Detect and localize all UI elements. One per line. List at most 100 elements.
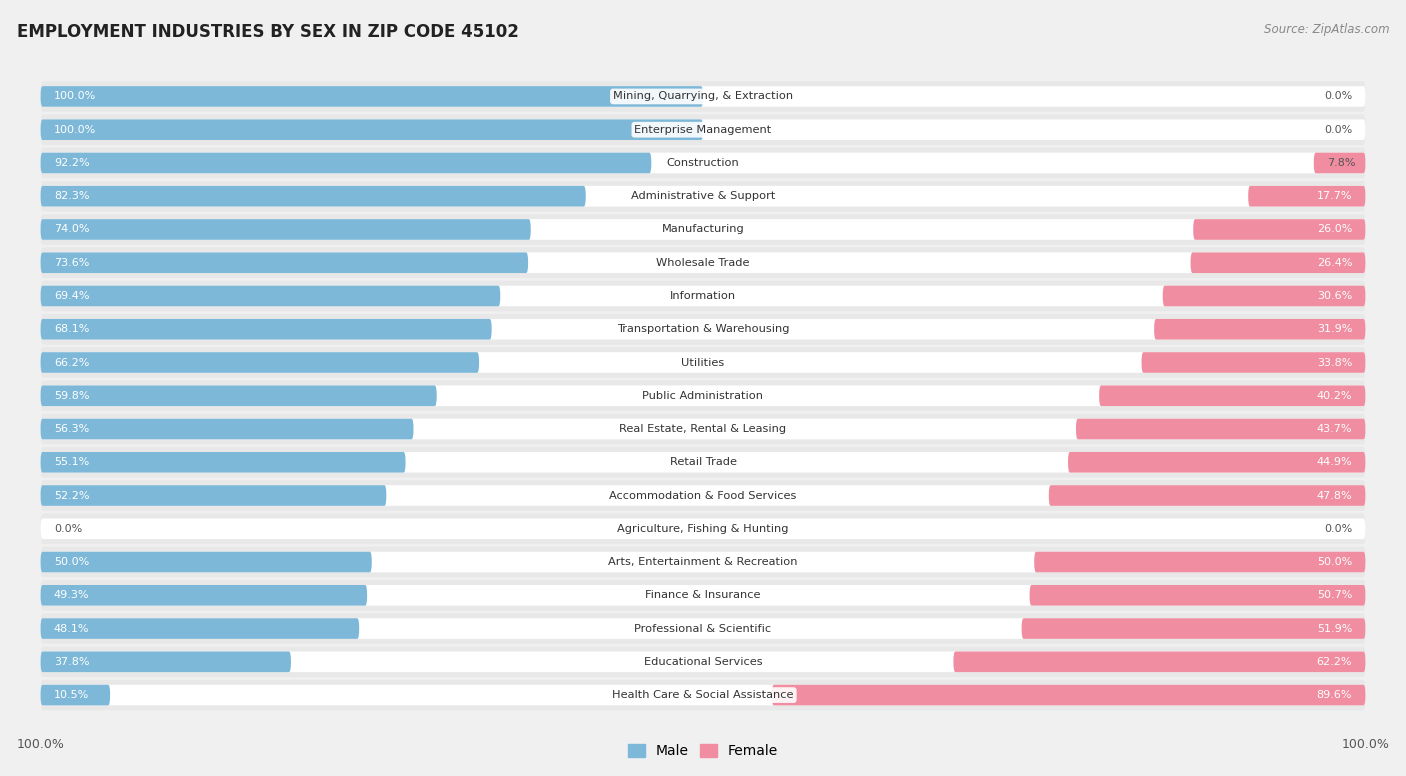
Text: 50.0%: 50.0% (1317, 557, 1353, 567)
FancyBboxPatch shape (41, 618, 1365, 639)
FancyBboxPatch shape (41, 552, 1365, 573)
Text: Mining, Quarrying, & Extraction: Mining, Quarrying, & Extraction (613, 92, 793, 102)
FancyBboxPatch shape (41, 447, 1365, 477)
Text: Finance & Insurance: Finance & Insurance (645, 591, 761, 601)
Text: 50.0%: 50.0% (53, 557, 89, 567)
FancyBboxPatch shape (41, 680, 1365, 710)
FancyBboxPatch shape (41, 684, 1365, 705)
Text: 40.2%: 40.2% (1316, 391, 1353, 400)
Text: 51.9%: 51.9% (1317, 624, 1353, 633)
FancyBboxPatch shape (41, 652, 291, 672)
Text: Professional & Scientific: Professional & Scientific (634, 624, 772, 633)
FancyBboxPatch shape (1049, 485, 1365, 506)
FancyBboxPatch shape (1142, 352, 1365, 372)
FancyBboxPatch shape (1154, 319, 1365, 340)
FancyBboxPatch shape (41, 684, 110, 705)
FancyBboxPatch shape (41, 646, 1365, 677)
FancyBboxPatch shape (41, 252, 529, 273)
FancyBboxPatch shape (772, 684, 1365, 705)
FancyBboxPatch shape (41, 386, 1365, 406)
FancyBboxPatch shape (41, 147, 1365, 178)
Text: 7.8%: 7.8% (1327, 158, 1355, 168)
FancyBboxPatch shape (41, 485, 387, 506)
FancyBboxPatch shape (41, 618, 359, 639)
FancyBboxPatch shape (41, 314, 1365, 345)
Text: 48.1%: 48.1% (53, 624, 90, 633)
FancyBboxPatch shape (41, 153, 1365, 173)
FancyBboxPatch shape (1076, 419, 1365, 439)
Text: Accommodation & Food Services: Accommodation & Food Services (609, 490, 797, 501)
Text: 10.5%: 10.5% (53, 690, 89, 700)
Text: 73.6%: 73.6% (53, 258, 89, 268)
FancyBboxPatch shape (41, 414, 1365, 445)
FancyBboxPatch shape (41, 514, 1365, 544)
FancyBboxPatch shape (41, 219, 1365, 240)
Text: EMPLOYMENT INDUSTRIES BY SEX IN ZIP CODE 45102: EMPLOYMENT INDUSTRIES BY SEX IN ZIP CODE… (17, 23, 519, 41)
Text: 50.7%: 50.7% (1317, 591, 1353, 601)
FancyBboxPatch shape (41, 120, 703, 140)
Text: 0.0%: 0.0% (1324, 92, 1353, 102)
Text: Educational Services: Educational Services (644, 656, 762, 667)
FancyBboxPatch shape (1194, 219, 1365, 240)
FancyBboxPatch shape (41, 485, 1365, 506)
Text: 68.1%: 68.1% (53, 324, 89, 334)
FancyBboxPatch shape (41, 452, 1365, 473)
FancyBboxPatch shape (41, 419, 1365, 439)
FancyBboxPatch shape (41, 319, 1365, 340)
Text: Public Administration: Public Administration (643, 391, 763, 400)
Text: 52.2%: 52.2% (53, 490, 90, 501)
FancyBboxPatch shape (41, 352, 479, 372)
FancyBboxPatch shape (41, 352, 1365, 372)
Text: 89.6%: 89.6% (1316, 690, 1353, 700)
Text: 66.2%: 66.2% (53, 358, 89, 368)
Text: Arts, Entertainment & Recreation: Arts, Entertainment & Recreation (609, 557, 797, 567)
FancyBboxPatch shape (41, 613, 1365, 644)
FancyBboxPatch shape (41, 347, 1365, 378)
FancyBboxPatch shape (41, 585, 367, 605)
Text: Administrative & Support: Administrative & Support (631, 191, 775, 201)
Text: 92.2%: 92.2% (53, 158, 90, 168)
FancyBboxPatch shape (41, 281, 1365, 311)
Legend: Male, Female: Male, Female (623, 739, 783, 764)
FancyBboxPatch shape (41, 552, 371, 573)
FancyBboxPatch shape (41, 380, 1365, 411)
FancyBboxPatch shape (41, 81, 1365, 112)
Text: Real Estate, Rental & Leasing: Real Estate, Rental & Leasing (620, 424, 786, 434)
FancyBboxPatch shape (1163, 286, 1365, 307)
FancyBboxPatch shape (41, 286, 501, 307)
Text: 30.6%: 30.6% (1317, 291, 1353, 301)
FancyBboxPatch shape (41, 186, 1365, 206)
Text: 62.2%: 62.2% (1316, 656, 1353, 667)
Text: Manufacturing: Manufacturing (662, 224, 744, 234)
Text: 55.1%: 55.1% (53, 457, 89, 467)
Text: 0.0%: 0.0% (1324, 524, 1353, 534)
Text: 44.9%: 44.9% (1316, 457, 1353, 467)
Text: 0.0%: 0.0% (53, 524, 82, 534)
FancyBboxPatch shape (41, 86, 1365, 107)
FancyBboxPatch shape (41, 114, 1365, 145)
FancyBboxPatch shape (41, 120, 1365, 140)
FancyBboxPatch shape (1313, 153, 1365, 173)
Text: Transportation & Warehousing: Transportation & Warehousing (617, 324, 789, 334)
Text: Utilities: Utilities (682, 358, 724, 368)
FancyBboxPatch shape (41, 86, 703, 107)
Text: 56.3%: 56.3% (53, 424, 89, 434)
FancyBboxPatch shape (41, 452, 405, 473)
FancyBboxPatch shape (41, 518, 1365, 539)
FancyBboxPatch shape (1022, 618, 1365, 639)
Text: Source: ZipAtlas.com: Source: ZipAtlas.com (1264, 23, 1389, 36)
Text: 100.0%: 100.0% (53, 92, 96, 102)
FancyBboxPatch shape (1035, 552, 1365, 573)
Text: Health Care & Social Assistance: Health Care & Social Assistance (612, 690, 794, 700)
Text: 26.0%: 26.0% (1317, 224, 1353, 234)
Text: 74.0%: 74.0% (53, 224, 90, 234)
Text: Construction: Construction (666, 158, 740, 168)
FancyBboxPatch shape (41, 480, 1365, 511)
Text: Enterprise Management: Enterprise Management (634, 125, 772, 135)
FancyBboxPatch shape (1029, 585, 1365, 605)
FancyBboxPatch shape (41, 219, 531, 240)
FancyBboxPatch shape (41, 181, 1365, 212)
FancyBboxPatch shape (1191, 252, 1365, 273)
FancyBboxPatch shape (41, 319, 492, 340)
Text: 69.4%: 69.4% (53, 291, 90, 301)
